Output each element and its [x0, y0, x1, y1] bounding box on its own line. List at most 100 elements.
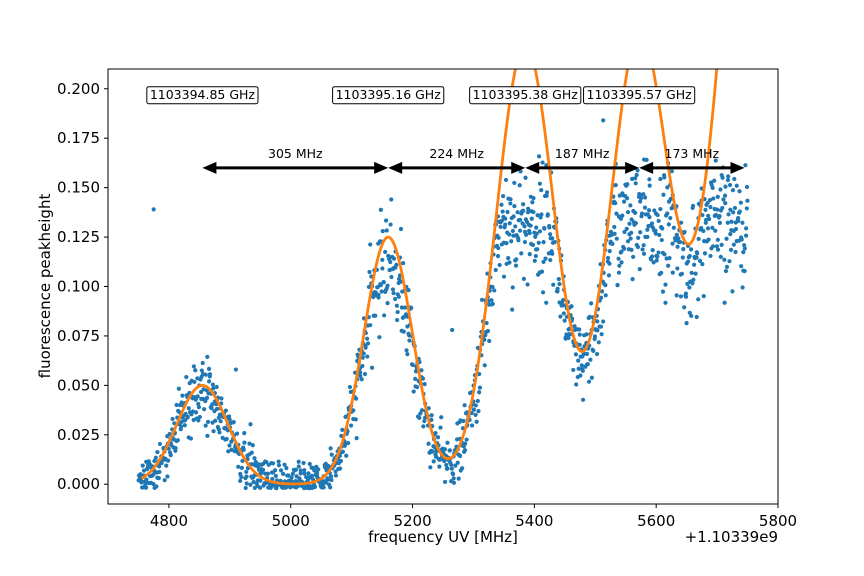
scatter-point — [663, 282, 668, 287]
scatter-point — [411, 389, 416, 394]
scatter-point — [653, 231, 658, 236]
scatter-point — [239, 465, 244, 470]
scatter-point — [598, 324, 604, 329]
scatter-point — [669, 169, 674, 174]
scatter-point — [185, 414, 190, 419]
scatter-point — [730, 188, 736, 193]
scatter-point — [497, 262, 502, 268]
scatter-point — [415, 384, 420, 390]
scatter-point — [179, 400, 184, 405]
scatter-point — [492, 288, 497, 293]
scatter-point — [552, 240, 557, 245]
spacing-arrow: 224 MHz — [388, 146, 526, 174]
scatter-point — [655, 254, 660, 259]
scatter-point — [179, 424, 184, 429]
peak-annotation-label: 1103395.57 GHz — [587, 87, 693, 102]
scatter-point — [455, 460, 460, 465]
scatter-point — [312, 484, 318, 489]
scatter-point — [450, 471, 456, 477]
scatter-point — [728, 207, 733, 212]
spacing-label: 173 MHz — [665, 146, 720, 161]
scatter-point — [547, 225, 552, 230]
scatter-point — [487, 338, 492, 344]
scatter-point — [691, 277, 696, 282]
scatter-point — [227, 443, 232, 448]
scatter-point — [732, 176, 737, 182]
peak-annotation-label: 1103395.38 GHz — [473, 87, 579, 102]
scatter-point — [725, 220, 730, 225]
scatter-point — [505, 209, 510, 215]
scatter-point — [522, 239, 528, 245]
scatter-point — [218, 419, 223, 424]
scatter-point — [591, 348, 596, 353]
scatter-point — [728, 247, 734, 252]
scatter-point — [733, 226, 739, 232]
fit-series — [140, 69, 719, 486]
scatter-point — [619, 260, 624, 265]
scatter-point — [706, 237, 711, 242]
scatter-point — [473, 412, 478, 417]
scatter-point — [550, 251, 555, 256]
x-axis: 4800 5000 5200 5400 5600 5800 — [150, 504, 797, 530]
scatter-point — [726, 212, 731, 217]
scatter-point — [741, 250, 746, 255]
scatter-point — [739, 237, 744, 242]
scatter-point — [530, 200, 535, 205]
scatter-point — [689, 313, 694, 319]
scatter-point — [333, 473, 339, 478]
scatter-point — [376, 295, 381, 300]
scatter-point — [537, 154, 542, 159]
scatter-point — [628, 203, 633, 208]
scatter-point — [656, 218, 661, 224]
scatter-point — [613, 201, 618, 206]
scatter-point — [444, 462, 449, 468]
scatter-point — [203, 372, 208, 377]
scatter-point — [453, 463, 458, 468]
scatter-point — [667, 256, 672, 261]
scatter-point — [727, 182, 733, 188]
scatter-point — [395, 309, 400, 315]
scatter-point — [511, 233, 516, 238]
scatter-point — [507, 232, 512, 237]
scatter-point — [151, 482, 156, 487]
scatter-point — [343, 414, 348, 419]
spacing-arrows: 305 MHz 224 MHz 187 MHz 173 MHz — [202, 146, 745, 174]
scatter-point — [550, 236, 555, 241]
scatter-point — [723, 184, 728, 189]
scatter-point — [250, 443, 255, 448]
scatter-point — [174, 402, 179, 408]
scatter-point — [512, 204, 517, 209]
scatter-point — [217, 430, 222, 435]
scatter-point — [517, 183, 522, 188]
scatter-point — [429, 417, 434, 422]
scatter-point — [210, 402, 215, 407]
scatter-point — [630, 277, 635, 282]
scatter-point — [231, 420, 236, 425]
scatter-point — [596, 340, 601, 345]
scatter-point — [607, 249, 612, 254]
y-tick-label: 0.000 — [57, 475, 100, 493]
scatter-point — [647, 177, 652, 182]
scatter-point — [541, 259, 546, 265]
scatter-point — [210, 382, 215, 387]
scatter-point — [633, 181, 638, 186]
scatter-point — [525, 282, 530, 287]
scatter-point — [451, 476, 456, 481]
scatter-point — [715, 247, 721, 252]
scatter-point — [209, 406, 214, 411]
scatter-point — [658, 176, 663, 182]
scatter-point — [337, 466, 343, 471]
scatter-point — [406, 288, 411, 293]
scatter-point — [742, 246, 747, 251]
scatter-point — [692, 262, 697, 267]
scatter-point — [605, 255, 611, 261]
scatter-point — [720, 205, 725, 211]
scatter-point — [510, 307, 515, 312]
scatter-point — [368, 323, 373, 328]
scatter-point — [328, 446, 333, 451]
scatter-point — [506, 256, 511, 261]
scatter-point — [479, 297, 485, 302]
peak-annotation-label: 1103394.85 GHz — [150, 87, 256, 102]
scatter-point — [391, 256, 397, 261]
